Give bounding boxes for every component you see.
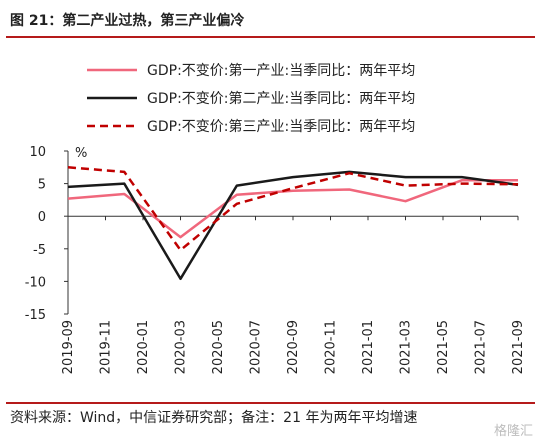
x-tick-label: 2020-05: [211, 320, 226, 374]
x-tick-label: 2019-11: [99, 320, 114, 374]
legend-label-2: GDP:不变价:第二产业:当季同比：两年平均: [147, 90, 415, 107]
series-line-3: [67, 166, 519, 252]
y-tick-label: 10: [29, 145, 46, 160]
legend-label-1: GDP:不变价:第一产业:当季同比：两年平均: [147, 62, 415, 79]
y-axis: 10 5 0 -5 -10 -15%: [25, 145, 88, 323]
x-tick-label: 2020-03: [174, 320, 189, 374]
x-tick-label: 2020-01: [136, 320, 151, 374]
y-tick-label: 5: [38, 178, 46, 193]
y-tick-label: -15: [25, 308, 46, 323]
x-tick-label: 2019-09: [61, 320, 76, 374]
y-tick-label: 0: [38, 210, 46, 225]
x-tick-label: 2020-11: [324, 320, 339, 374]
top-divider: [6, 36, 535, 38]
x-tick-label: 2021-07: [474, 320, 489, 374]
series-line-2: [67, 170, 519, 281]
y-tick-label: -10: [25, 275, 46, 290]
x-tick-label: 2020-09: [286, 320, 301, 374]
x-tick-label: 2021-03: [399, 320, 414, 374]
x-tick-label: 2021-05: [436, 320, 451, 374]
source-note: 资料来源：Wind，中信证券研究部；备注：21 年为两年平均增速: [10, 410, 418, 426]
x-tick-label: 2020-07: [249, 320, 264, 374]
x-tick-label: 2021-01: [361, 320, 376, 374]
watermark: 格隆汇: [493, 424, 533, 439]
x-axis: 2019-09 2019-11 2020-01 2020-03 2020-05 2020-…: [61, 215, 526, 374]
y-unit-label: %: [75, 146, 87, 161]
series-line-1: [67, 179, 518, 239]
y-tick-label: -5: [33, 243, 46, 258]
bottom-divider: [6, 402, 535, 404]
legend: GDP:不变价:第一产业:当季同比：两年平均 GDP:不变价:第二产业:当季同比：…: [87, 62, 415, 135]
plot-area: [67, 166, 519, 281]
legend-label-3: GDP:不变价:第三产业:当季同比：两年平均: [147, 118, 415, 135]
x-tick-label: 2021-09: [511, 320, 526, 374]
figure-title: 图 21：第二产业过热，第三产业偏冷: [10, 13, 245, 29]
